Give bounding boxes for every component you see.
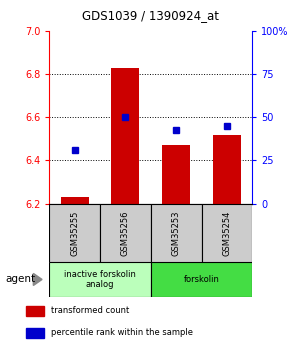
Text: inactive forskolin
analog: inactive forskolin analog [64,270,136,289]
Bar [26,306,44,316]
FancyBboxPatch shape [151,262,252,297]
Bar [26,328,44,338]
Text: percentile rank within the sample: percentile rank within the sample [51,328,193,337]
Text: GSM35254: GSM35254 [222,210,231,256]
FancyBboxPatch shape [151,204,202,262]
Text: GDS1039 / 1390924_at: GDS1039 / 1390924_at [82,9,219,22]
FancyBboxPatch shape [100,204,151,262]
Text: GSM35256: GSM35256 [121,210,130,256]
Bar [61,197,89,204]
Bar [162,145,190,204]
Text: GSM35253: GSM35253 [172,210,181,256]
Text: agent: agent [6,275,36,284]
FancyBboxPatch shape [49,204,100,262]
Text: GSM35255: GSM35255 [70,210,79,256]
Bar [213,135,241,204]
Text: transformed count: transformed count [51,306,130,315]
FancyBboxPatch shape [49,262,151,297]
FancyBboxPatch shape [202,204,252,262]
Text: forskolin: forskolin [184,275,220,284]
Bar [111,68,139,204]
